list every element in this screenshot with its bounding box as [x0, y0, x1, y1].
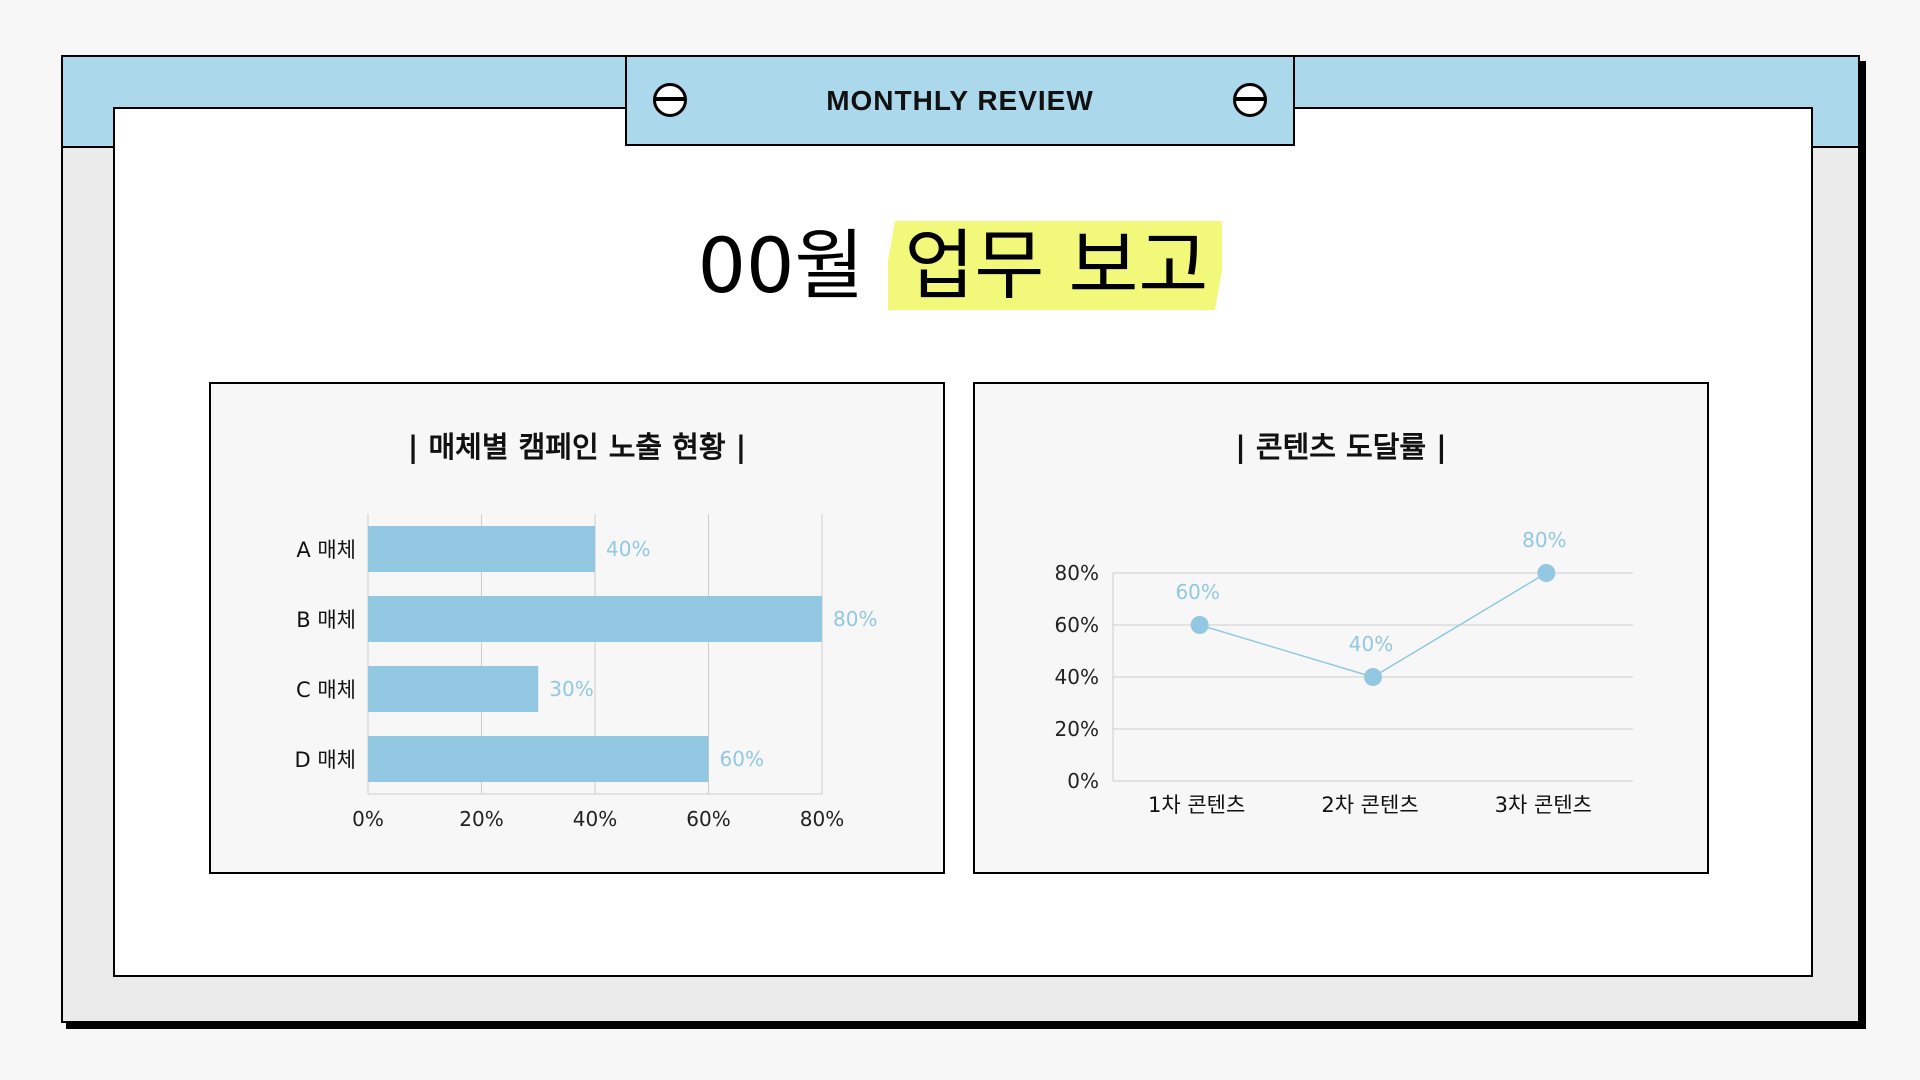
data-point	[1537, 564, 1556, 582]
data-label: 30%	[549, 677, 593, 701]
title-prefix: 00월	[697, 221, 865, 310]
header-title: MONTHLY REVIEW	[826, 84, 1094, 116]
title-highlight: 업무 보고	[888, 221, 1223, 310]
x-tick-label: 40%	[573, 807, 617, 831]
data-label: 60%	[720, 747, 764, 771]
y-tick-label: 60%	[1055, 613, 1099, 637]
data-label: 60%	[1175, 580, 1219, 604]
y-category-label: A 매체	[296, 538, 356, 562]
x-tick-label: 80%	[800, 807, 844, 831]
bar	[368, 596, 822, 642]
line-chart: 0% 20% 40% 60% 80% 60% 1차 콘텐츠 40% 2차 콘텐츠 80% 3차 콘텐…	[1055, 528, 1633, 817]
y-category-label: D 매체	[295, 748, 357, 772]
data-label: 80%	[1522, 528, 1566, 552]
line-chart-panel: | 콘텐츠 도달률 | 0% 20% 40% 60% 80% 60% 1차 콘텐츠 40% 2차…	[973, 382, 1709, 874]
bar-chart-title: | 매체별 캠페인 노출 현황 |	[407, 430, 747, 464]
bar-chart: 0% 20% 40% 60% 80% A 매체 40% B 매체 80% C 매체 30% D 매체 6…	[295, 514, 877, 831]
y-category-label: B 매체	[296, 608, 356, 632]
y-tick-label: 80%	[1055, 561, 1099, 585]
y-tick-label: 20%	[1055, 717, 1099, 741]
x-category-label: 2차 콘텐츠	[1321, 793, 1418, 817]
screw-icon	[1233, 83, 1267, 117]
bar-chart-panel: | 매체별 캠페인 노출 현황 | 0% 20% 40% 60% 80% A 매체 40% B…	[209, 382, 945, 874]
y-tick-label: 40%	[1055, 665, 1099, 689]
bar	[368, 736, 709, 782]
bar	[368, 666, 539, 712]
data-label: 40%	[606, 537, 650, 561]
x-tick-label: 60%	[686, 807, 730, 831]
x-category-label: 3차 콘텐츠	[1495, 793, 1592, 817]
screw-icon	[653, 83, 687, 117]
data-label: 80%	[833, 607, 877, 631]
line-chart-title: | 콘텐츠 도달률 |	[1235, 430, 1447, 464]
x-category-label: 1차 콘텐츠	[1148, 793, 1245, 817]
data-point	[1190, 616, 1209, 634]
data-label: 40%	[1349, 632, 1393, 656]
y-category-label: C 매체	[296, 678, 356, 702]
data-point	[1364, 668, 1382, 686]
header-tab: MONTHLY REVIEW	[625, 55, 1295, 146]
y-tick-label: 0%	[1067, 769, 1099, 793]
bar	[368, 526, 595, 572]
x-tick-label: 20%	[459, 807, 503, 831]
x-tick-label: 0%	[352, 807, 384, 831]
page-title: 00월 업무 보고	[0, 221, 1920, 310]
